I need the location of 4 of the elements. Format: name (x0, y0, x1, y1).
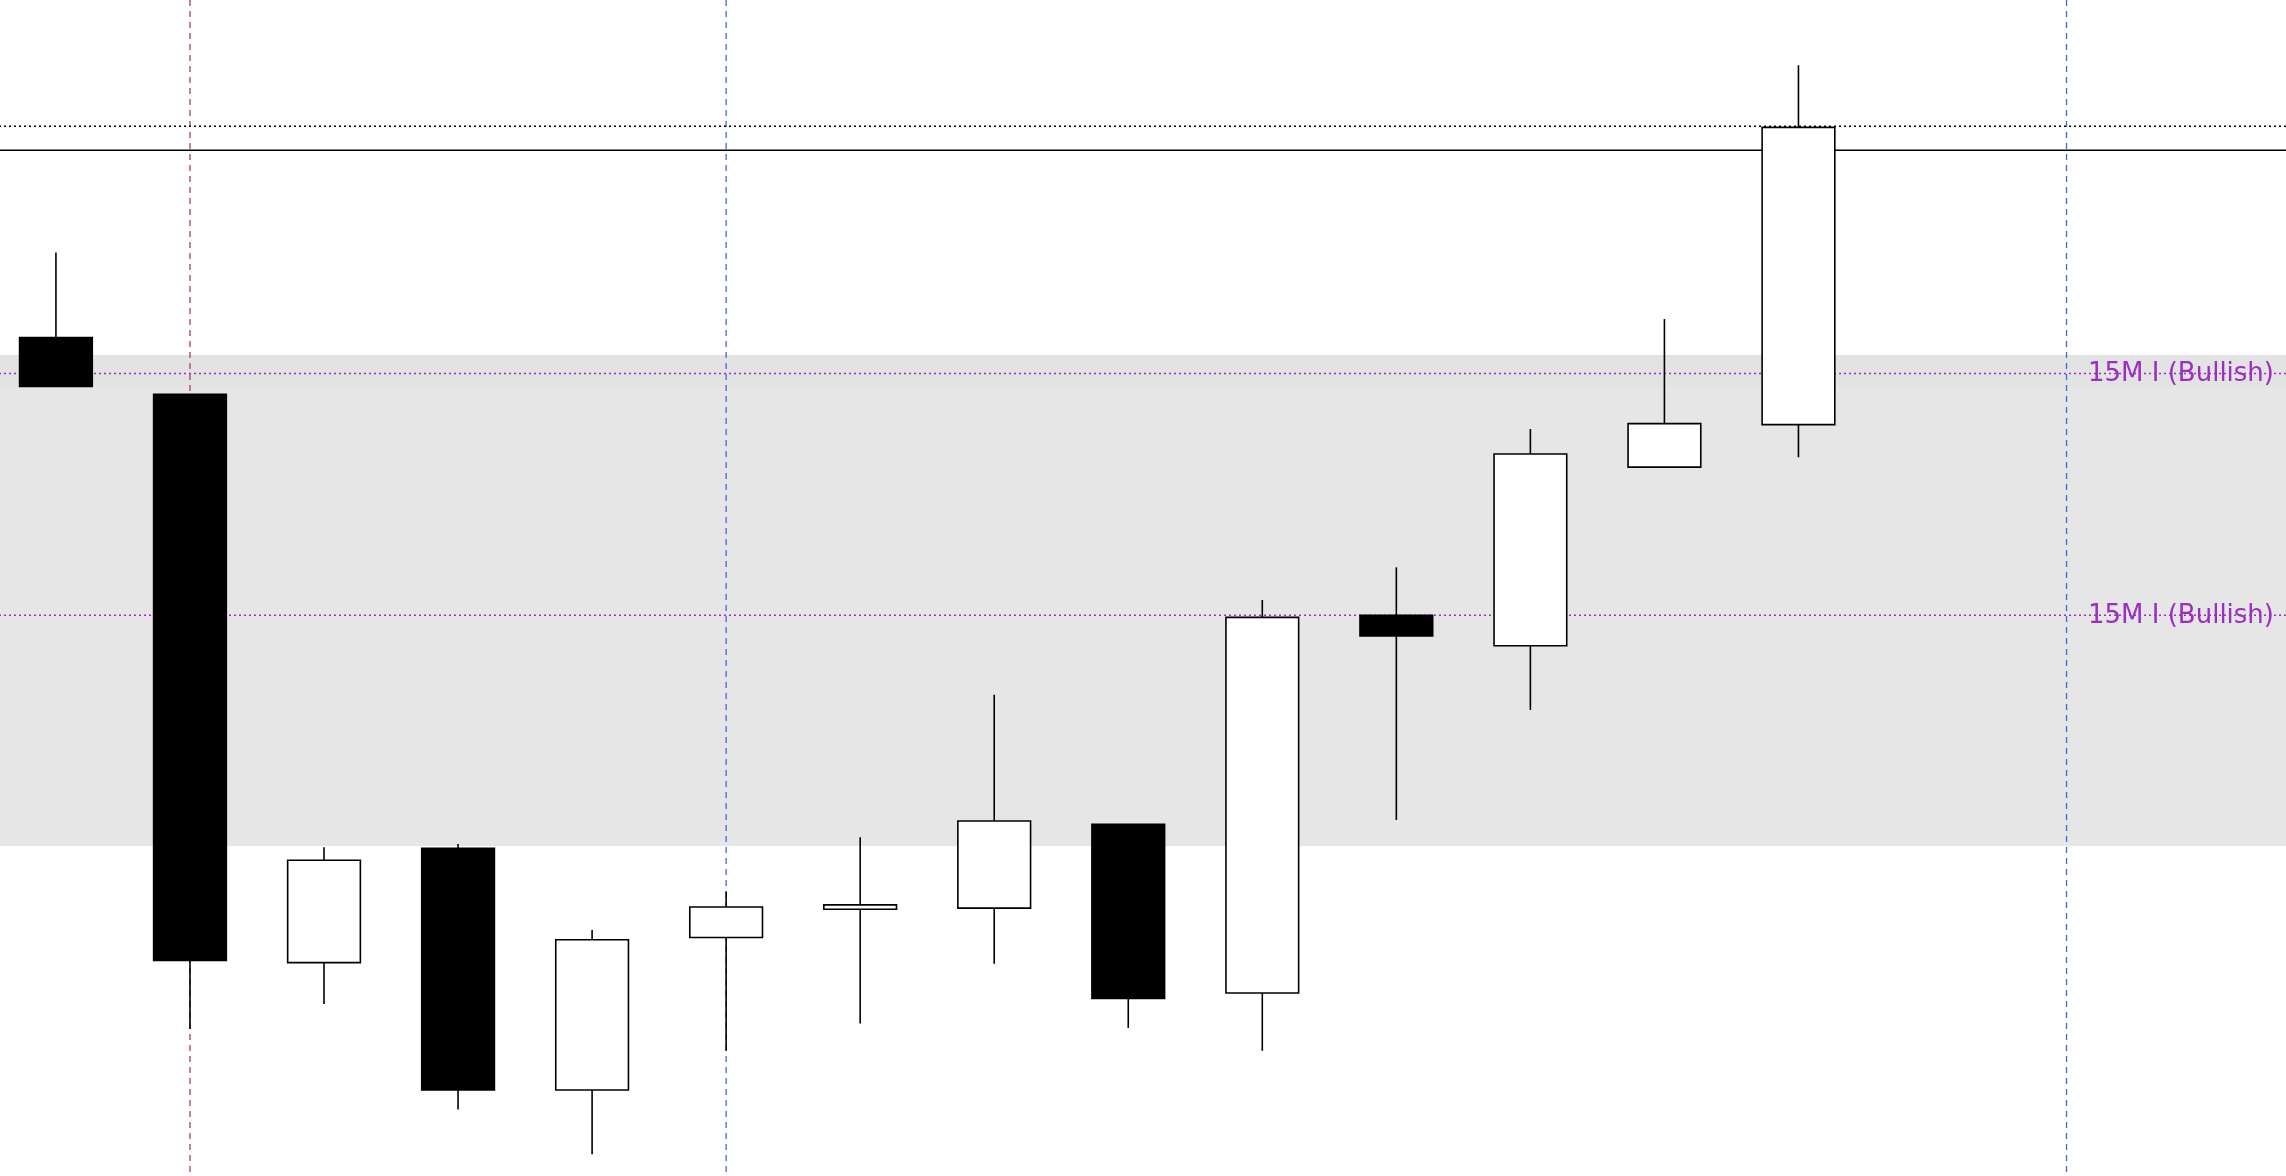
candlestick (1359, 566, 1434, 821)
candlestick (823, 836, 898, 1025)
ref-line-label: 15M I (Bullish) (2087, 599, 2274, 630)
ref-line-label: 15M I (Bullish) (2087, 357, 2274, 388)
